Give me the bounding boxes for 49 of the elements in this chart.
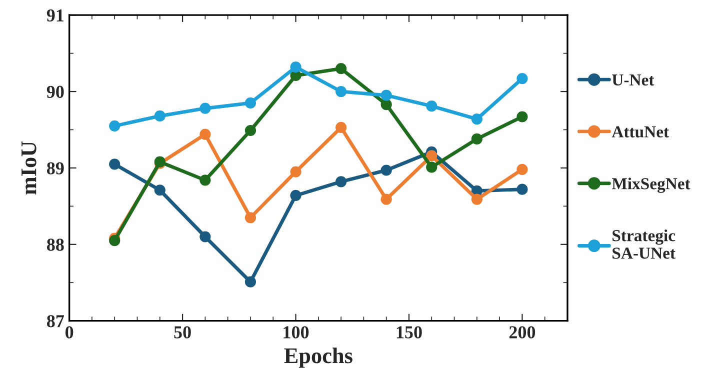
point [154,110,166,122]
point [335,63,347,74]
point [380,164,392,176]
legend-label: U-Net [612,74,654,86]
point [335,86,347,98]
point [516,111,528,122]
point [380,90,392,101]
y-tick-label: 90 [46,86,64,98]
x-tick-label: 100 [284,326,309,338]
point [200,174,211,186]
point [109,120,120,132]
y-tick-label: 88 [46,238,64,251]
point [471,194,482,205]
x-tick-label: 0 [65,326,74,338]
point [200,128,211,140]
y-tick-label: 91 [46,9,64,22]
point [244,212,256,224]
point [471,113,482,125]
point [335,122,347,134]
legend-label: MixSegNet [612,178,690,193]
point [290,166,302,178]
x-tick-label: 200 [509,326,536,338]
point [109,235,120,246]
point [335,176,347,188]
point [200,102,211,114]
legend-label: AttuNet [612,126,669,138]
point [516,164,528,176]
point [516,184,528,195]
point [290,190,302,202]
y-tick-label: 89 [46,162,64,174]
point [426,100,438,112]
point [244,276,256,288]
point [380,194,392,205]
point [426,150,438,162]
point [244,97,256,109]
point [516,72,528,84]
point [426,162,438,173]
x-axis-title: Epochs [284,348,352,368]
x-tick-label: 50 [174,326,191,338]
point [109,158,120,170]
point [471,133,482,144]
y-axis-title: mIoU [22,141,36,195]
point [154,184,166,196]
point [290,62,302,73]
legend-label: Strategic SA-UNet [612,230,676,259]
point [244,124,256,136]
x-tick-label: 150 [396,326,422,338]
point [200,231,211,242]
y-tick-label: 87 [46,315,64,328]
